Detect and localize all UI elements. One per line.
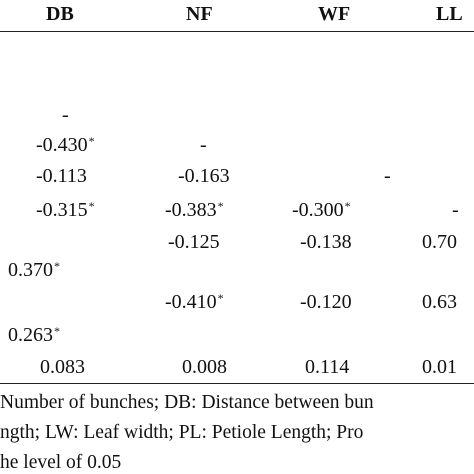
- cell-value: 0.370: [8, 259, 53, 281]
- table-cell: -0.113: [36, 164, 87, 188]
- table-cell: 0.008: [182, 355, 227, 379]
- cell-value: 0.263: [8, 324, 53, 346]
- cell-value: -0.113: [36, 165, 87, 187]
- table-cell: -0.138: [300, 230, 352, 254]
- footnote: ngth; LW: Leaf width; PL: Petiole Length…: [0, 422, 364, 443]
- significance-mark: *: [217, 199, 224, 213]
- significance-mark: *: [217, 291, 224, 305]
- cell-value: -0.430: [36, 134, 88, 156]
- cell-value: 0.008: [182, 356, 227, 378]
- cell-value: -: [452, 199, 459, 221]
- cell-value: -0.315: [36, 199, 88, 221]
- cell-value: 0.01: [422, 356, 457, 378]
- cell-value: -0.410: [165, 291, 217, 313]
- table-cell: -0.383*: [165, 198, 224, 222]
- cell-value: -0.300: [292, 199, 344, 221]
- cell-value: -0.125: [168, 231, 220, 253]
- cell-value: -: [62, 104, 69, 126]
- bottom-rule: [0, 383, 474, 384]
- significance-mark: *: [54, 324, 60, 338]
- table-cell: -0.120: [300, 290, 352, 314]
- table-cell: -0.300*: [292, 198, 351, 222]
- significance-mark: *: [344, 199, 351, 213]
- cell-value: -0.163: [178, 165, 230, 187]
- cell-value: -0.383: [165, 199, 217, 221]
- significance-mark: *: [88, 199, 95, 213]
- table-cell: 0.263*: [8, 323, 60, 347]
- cell-value: -: [200, 134, 207, 156]
- table-cell: 0.114: [305, 355, 349, 379]
- cell-value: 0.083: [40, 356, 85, 378]
- table-cell: -0.163: [178, 164, 230, 188]
- column-header: WF: [318, 3, 351, 25]
- footnote: he level of 0.05: [0, 452, 122, 473]
- table-cell: 0.01: [422, 355, 457, 379]
- table-cell: -0.430*: [36, 133, 95, 157]
- column-header: LL: [436, 3, 463, 25]
- table-cell: 0.63: [422, 290, 457, 314]
- cell-value: -0.138: [300, 231, 352, 253]
- table-cell: -: [62, 103, 69, 127]
- cell-value: 0.63: [422, 291, 457, 313]
- table-cell: 0.083: [40, 355, 85, 379]
- table-cell: -0.410*: [165, 290, 224, 314]
- column-header: DB: [46, 3, 74, 25]
- header-rule: [0, 31, 474, 32]
- significance-mark: *: [88, 134, 95, 148]
- table-cell: 0.70: [422, 230, 457, 254]
- cell-value: -0.120: [300, 291, 352, 313]
- cell-value: -: [384, 165, 391, 187]
- cell-value: 0.70: [422, 231, 457, 253]
- column-header: NF: [186, 3, 213, 25]
- cell-value: 0.114: [305, 356, 350, 378]
- footnote: Number of bunches; DB: Distance between …: [0, 392, 374, 413]
- table-cell: 0.370*: [8, 258, 60, 282]
- table-cell: -: [452, 198, 459, 222]
- table-cell: -0.125: [168, 230, 220, 254]
- table-cell: -: [200, 133, 207, 157]
- table-cell: -0.315*: [36, 198, 95, 222]
- table-cell: -: [384, 164, 391, 188]
- significance-mark: *: [54, 259, 60, 273]
